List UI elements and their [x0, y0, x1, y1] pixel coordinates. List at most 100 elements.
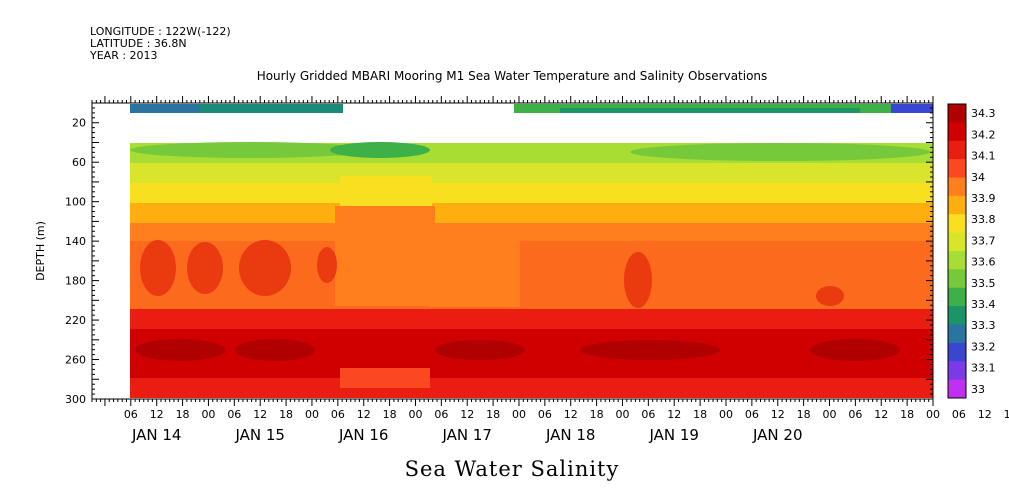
- x-tick-label: 18: [279, 408, 293, 421]
- colorbar-label: 34.2: [971, 128, 996, 141]
- x-tick-label: 12: [150, 408, 164, 421]
- layer-210-230: [130, 309, 933, 329]
- colorbar-swatch: [948, 306, 966, 325]
- colorbar-swatch: [948, 214, 966, 234]
- x-tick-label: 12: [667, 408, 681, 421]
- red-column-3: [239, 240, 291, 296]
- x-tick-label: 00: [305, 408, 319, 421]
- colorbar-swatch: [948, 195, 966, 215]
- depth-layers: [130, 143, 933, 398]
- x-tick-label: 12: [978, 408, 992, 421]
- top-green-patch-2: [330, 142, 430, 158]
- colorbar-label: 33.4: [971, 298, 996, 311]
- deep-core-4: [580, 340, 720, 360]
- x-tick-label: 06: [745, 408, 759, 421]
- colorbar-label: 33.6: [971, 256, 996, 269]
- colorbar-frame: [947, 103, 967, 399]
- deep-core-1: [135, 339, 225, 361]
- longitude-label: LONGITUDE : 122W(-122): [90, 25, 231, 38]
- red-column-1: [140, 240, 176, 296]
- colorbar-swatch: [948, 122, 966, 142]
- x-tick-label: 12: [874, 408, 888, 421]
- surface-sensor-band: [130, 104, 933, 113]
- x-tick-label: 12: [771, 408, 785, 421]
- y-tick-label: 60: [72, 156, 86, 169]
- layer-120-140: [130, 223, 933, 241]
- colorbar-label: 34: [971, 171, 985, 184]
- colorbar-label: 33.3: [971, 319, 996, 332]
- x-tick-label: 12: [357, 408, 371, 421]
- colorbar-swatch: [948, 342, 966, 362]
- colorbar-label: 33.8: [971, 213, 996, 226]
- contour-features: [130, 142, 930, 388]
- x-tick-label: 06: [538, 408, 552, 421]
- jan16-yellow-block: [340, 176, 432, 206]
- x-day-label: JAN 17: [441, 426, 492, 444]
- colorbar-label: 33.7: [971, 234, 996, 247]
- colorbar-swatch: [948, 177, 966, 197]
- x-tick-label: 00: [615, 408, 629, 421]
- top-green-patch: [130, 142, 370, 158]
- colorbar-label: 33.1: [971, 362, 996, 375]
- year-label: YEAR : 2013: [89, 49, 158, 62]
- colorbar-label: 33.9: [971, 192, 996, 205]
- colorbar-swatch: [948, 269, 966, 289]
- y-tick-label: 20: [72, 117, 86, 130]
- x-tick-label: 06: [124, 408, 138, 421]
- colorbar-label: 33: [971, 383, 985, 396]
- x-tick-label: 00: [822, 408, 836, 421]
- x-tick-label: 18: [590, 408, 604, 421]
- x-tick-label: 18: [176, 408, 190, 421]
- x-day-label: JAN 20: [752, 426, 803, 444]
- x-tick-label: 12: [564, 408, 578, 421]
- colorbar-swatch: [948, 140, 966, 160]
- x-day-label: JAN 16: [338, 426, 389, 444]
- x-tick-label: 06: [641, 408, 655, 421]
- y-tick-label: 220: [65, 314, 86, 327]
- colorbar-label: 34.3: [971, 107, 996, 120]
- jan16-orange-block: [335, 206, 435, 306]
- x-axis-label: Sea Water Salinity: [405, 457, 620, 481]
- x-tick-label: 12: [460, 408, 474, 421]
- x-day-label: JAN 19: [648, 426, 699, 444]
- colorbar-swatch: [948, 361, 966, 381]
- layer-100-120: [130, 203, 933, 223]
- layer-60-80: [130, 163, 933, 183]
- deep-core-3: [435, 340, 525, 360]
- x-tick-label: 18: [693, 408, 707, 421]
- surface-seg-3: [891, 104, 933, 113]
- x-tick-label: 00: [719, 408, 733, 421]
- top-green-patch-3: [630, 143, 930, 161]
- x-tick-label: 12: [253, 408, 267, 421]
- deep-core-2: [235, 339, 315, 361]
- mid-jan16-orange-deep: [340, 368, 430, 388]
- layer-80-100: [130, 183, 933, 203]
- colorbar-swatch: [948, 251, 966, 270]
- colorbar-label: 34.1: [971, 150, 996, 163]
- y-tick-label: 300: [65, 393, 86, 406]
- x-tick-label: 06: [434, 408, 448, 421]
- colorbar-label: 33.2: [971, 340, 996, 353]
- x-tick-label: 00: [512, 408, 526, 421]
- x-day-label: JAN 14: [131, 426, 182, 444]
- red-column-6: [816, 286, 844, 306]
- x-day-label: JAN 18: [545, 426, 596, 444]
- y-tick-label: 140: [65, 235, 86, 248]
- y-tick-label: 180: [65, 275, 86, 288]
- colorbar-swatch: [948, 232, 966, 252]
- deep-core-5: [810, 339, 900, 361]
- red-column-4: [317, 247, 337, 283]
- colorbar-swatch: [948, 104, 966, 123]
- red-column-5: [624, 252, 652, 308]
- x-tick-label: 06: [331, 408, 345, 421]
- y-axis-ticks: 20 60 100 140 180 220 260 300: [65, 102, 933, 406]
- x-tick-label: 18: [797, 408, 811, 421]
- x-tick-label: 18: [383, 408, 397, 421]
- layer-280-300: [130, 378, 933, 398]
- x-tick-label: 06: [952, 408, 966, 421]
- y-axis-label: DEPTH (m): [34, 221, 47, 281]
- colorbar-swatch: [948, 324, 966, 344]
- x-tick-label: 00: [926, 408, 940, 421]
- y-tick-label: 100: [65, 196, 86, 209]
